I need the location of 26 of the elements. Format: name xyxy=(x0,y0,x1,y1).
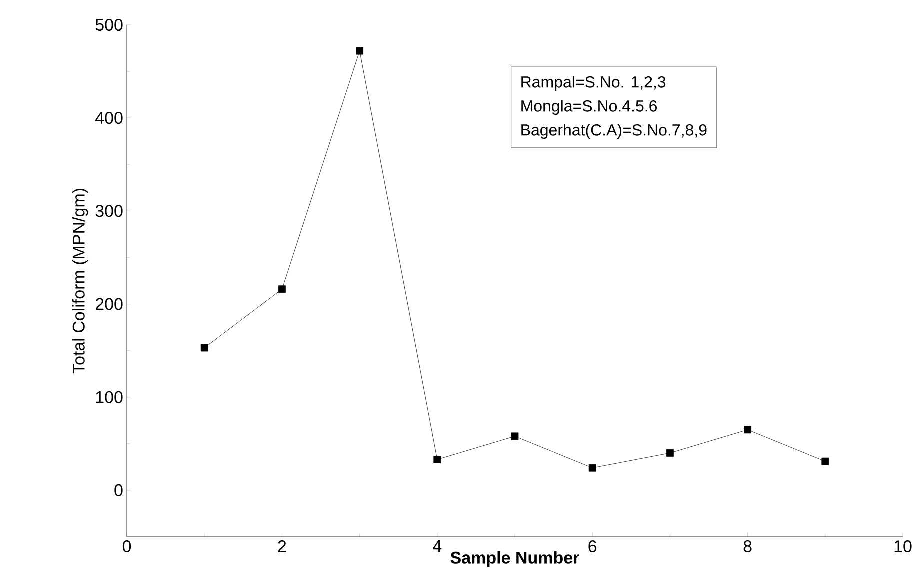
y-tick-label: 0 xyxy=(114,484,123,496)
x-tick-label: 10 xyxy=(894,540,912,553)
point xyxy=(434,456,442,464)
x-tick-label: 8 xyxy=(744,540,752,553)
y-axis-title: Total Coliform (MPN/gm) xyxy=(72,189,88,374)
point xyxy=(744,426,752,434)
point xyxy=(511,432,519,440)
annotation: Bagerhat(C.A)=S.No.7,8,9 xyxy=(522,124,707,139)
point xyxy=(666,450,674,457)
x-tick-label: 0 xyxy=(122,540,132,553)
y-tick-label: 400 xyxy=(96,112,123,124)
x-tick-label: 4 xyxy=(433,540,442,552)
y-tick-label: 200 xyxy=(96,298,123,310)
x-tick-label: 2 xyxy=(278,540,286,552)
y-tick-label: 300 xyxy=(96,205,123,218)
point xyxy=(200,344,208,352)
point xyxy=(278,286,286,294)
y-tick-label: 500 xyxy=(96,18,123,32)
annotation: Rampal=S.No. 1,2,3 xyxy=(522,76,666,91)
x-axis-title: Sample Number xyxy=(450,551,580,568)
x-tick-label: 6 xyxy=(588,540,597,553)
point xyxy=(822,458,830,466)
point xyxy=(356,47,364,55)
y-tick-label: 100 xyxy=(96,391,123,404)
point xyxy=(588,464,596,472)
annotation: Mongla=S.No.4.5.6 xyxy=(522,100,658,115)
